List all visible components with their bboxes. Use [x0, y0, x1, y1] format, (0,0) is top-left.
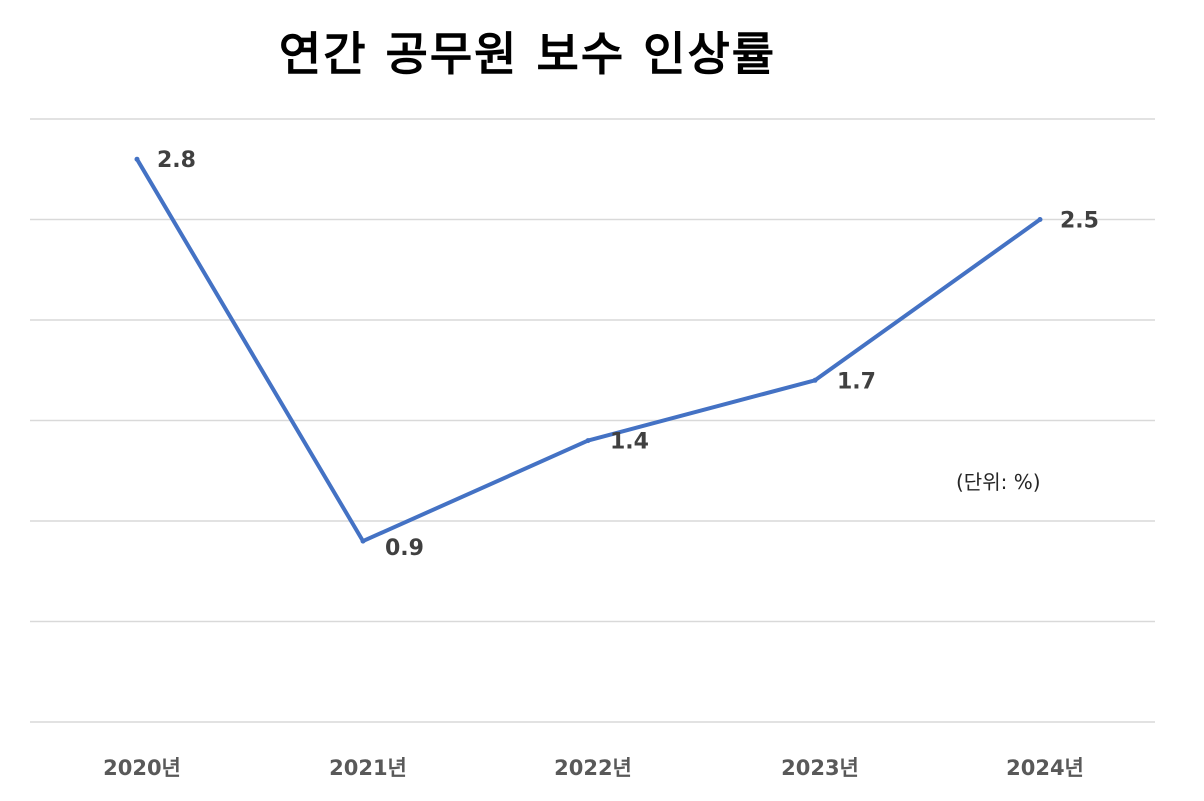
x-tick-label-0: 2020년 [103, 756, 181, 780]
data-label-0: 2.8 [157, 148, 196, 173]
data-point-2 [585, 438, 591, 444]
series-group [134, 156, 1043, 544]
chart-title: 연간 공무원 보수 인상률 [278, 27, 777, 81]
x-tick-label-1: 2021년 [329, 756, 407, 780]
data-label-4: 2.5 [1060, 209, 1099, 234]
series-line-0 [135, 157, 1042, 544]
data-label-2: 1.4 [610, 430, 649, 455]
data-point-3 [812, 377, 818, 383]
data-label-3: 1.7 [837, 369, 876, 394]
data-point-0 [134, 156, 140, 162]
data-point-1 [360, 538, 366, 544]
x-axis-labels: 2020년 2021년 2022년 2023년 2024년 [103, 756, 1084, 780]
unit-note: (단위: %) [956, 470, 1041, 494]
data-point-4 [1037, 217, 1043, 222]
data-label-1: 0.9 [385, 536, 424, 561]
gridlines [30, 118, 1155, 723]
x-tick-label-2: 2022년 [554, 756, 632, 780]
data-labels: 2.8 0.9 1.4 1.7 2.5 [157, 148, 1099, 561]
x-tick-label-4: 2024년 [1006, 756, 1084, 780]
x-tick-label-3: 2023년 [781, 756, 859, 780]
